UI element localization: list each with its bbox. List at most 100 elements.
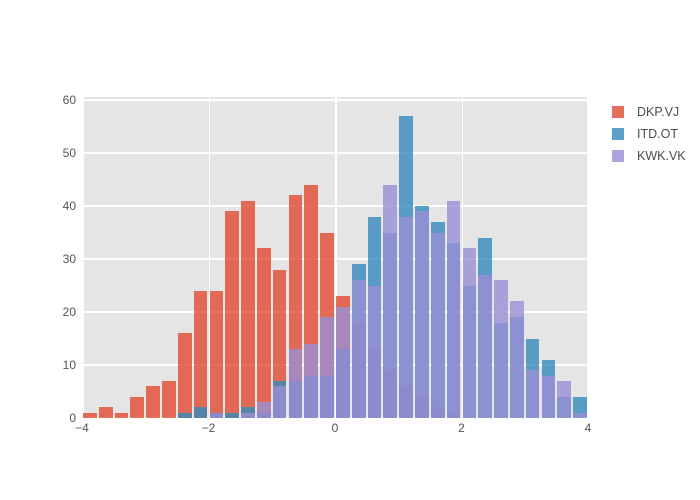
histogram-bin[interactable] — [225, 211, 240, 418]
histogram-bin[interactable] — [146, 386, 160, 418]
histogram-bin[interactable] — [336, 296, 350, 418]
x-gridline-4 — [586, 97, 588, 418]
histogram-bin[interactable] — [525, 338, 540, 418]
y-tick-label: 60 — [62, 93, 76, 107]
legend-item-DKP.VJ[interactable]: DKP.VJ — [612, 105, 686, 119]
bar-KWK.VK[interactable] — [209, 412, 224, 418]
x-tick-label: −4 — [75, 421, 89, 435]
bar-DKP.VJ[interactable] — [209, 290, 224, 418]
histogram-bin[interactable] — [209, 290, 224, 418]
bar-KWK.VK[interactable] — [525, 370, 540, 418]
histogram-bin[interactable] — [415, 206, 429, 418]
x-gridline-2 — [461, 97, 463, 418]
histogram-bin[interactable] — [162, 380, 176, 418]
bar-DKP.VJ[interactable] — [98, 407, 113, 418]
y-tick-label: 30 — [62, 252, 76, 266]
bar-KWK.VK[interactable] — [557, 380, 572, 418]
bar-DKP.VJ[interactable] — [272, 269, 287, 418]
legend-label: ITD.OT — [637, 127, 678, 141]
bar-KWK.VK[interactable] — [399, 216, 413, 418]
bar-DKP.VJ[interactable] — [177, 333, 192, 418]
legend-label: KWK.VK — [637, 149, 686, 163]
bar-KWK.VK[interactable] — [272, 386, 287, 418]
histogram-bin[interactable] — [351, 264, 366, 418]
histogram-bin[interactable] — [478, 237, 493, 418]
bar-KWK.VK[interactable] — [320, 317, 334, 418]
legend-item-KWK.VK[interactable]: KWK.VK — [612, 149, 686, 163]
bar-DKP.VJ[interactable] — [83, 412, 97, 418]
bar-DKP.VJ[interactable] — [193, 290, 208, 418]
legend-swatch-icon — [612, 106, 624, 118]
legend-item-ITD.OT[interactable]: ITD.OT — [612, 127, 686, 141]
bar-KWK.VK[interactable] — [415, 211, 429, 418]
histogram-bin[interactable] — [304, 184, 319, 418]
x-tick-label: 4 — [584, 421, 592, 435]
histogram-bin[interactable] — [98, 407, 113, 418]
bar-KWK.VK[interactable] — [509, 301, 524, 418]
x-tick-label: 2 — [458, 421, 465, 435]
histogram-bin[interactable] — [288, 195, 303, 418]
histogram-bin[interactable] — [383, 184, 398, 418]
bar-KWK.VK[interactable] — [478, 274, 493, 418]
histogram-bin[interactable] — [241, 200, 255, 418]
histogram-bin[interactable] — [399, 115, 413, 418]
bar-DKP.VJ[interactable] — [130, 396, 145, 418]
histogram-bin[interactable] — [114, 412, 129, 418]
bar-DKP.VJ[interactable] — [162, 380, 176, 418]
legend: DKP.VJ ITD.OT KWK.VK — [612, 105, 686, 172]
bar-KWK.VK[interactable] — [541, 375, 556, 418]
bar-KWK.VK[interactable] — [336, 306, 350, 418]
histogram-bin[interactable] — [430, 221, 445, 418]
bar-KWK.VK[interactable] — [304, 343, 319, 418]
bar-KWK.VK[interactable] — [351, 280, 366, 418]
bar-KWK.VK[interactable] — [367, 285, 382, 418]
legend-swatch-icon — [612, 128, 624, 140]
x-gridline-0 — [335, 97, 337, 418]
histogram-bin[interactable] — [541, 359, 556, 418]
bar-KWK.VK[interactable] — [446, 200, 461, 418]
x-gridline--4 — [82, 97, 84, 418]
y-tick-label: 50 — [62, 146, 76, 160]
bar-ITD.OT[interactable] — [225, 412, 240, 418]
bar-DKP.VJ[interactable] — [114, 412, 129, 418]
x-tick-label: −2 — [201, 421, 216, 435]
bar-KWK.VK[interactable] — [288, 349, 303, 418]
histogram-bin[interactable] — [320, 232, 334, 418]
histogram-bin[interactable] — [272, 269, 287, 418]
histogram-bin[interactable] — [83, 412, 97, 418]
bar-DKP.VJ[interactable] — [256, 248, 271, 418]
bar-DKP.VJ[interactable] — [146, 386, 160, 418]
y-tick-label: 10 — [62, 358, 76, 372]
histogram-bin[interactable] — [367, 216, 382, 418]
histogram-bin[interactable] — [557, 380, 572, 418]
bar-ITD.OT[interactable] — [177, 412, 192, 418]
bar-DKP.VJ[interactable] — [225, 211, 240, 418]
bar-KWK.VK[interactable] — [256, 402, 271, 418]
x-tick-label: 0 — [331, 421, 339, 435]
y-tick-label: 0 — [69, 411, 76, 425]
histogram-bin[interactable] — [494, 280, 508, 418]
bar-KWK.VK[interactable] — [494, 280, 508, 418]
histogram-bin[interactable] — [573, 396, 587, 418]
histogram-bin[interactable] — [193, 290, 208, 418]
histogram-bin[interactable] — [130, 396, 145, 418]
y-tick-label: 40 — [62, 199, 76, 213]
y-tick-label: 20 — [62, 305, 76, 319]
histogram-bin[interactable] — [256, 248, 271, 418]
histogram-bin[interactable] — [462, 248, 477, 418]
histogram-bin[interactable] — [446, 200, 461, 418]
plot-area[interactable] — [82, 97, 588, 419]
bar-ITD.OT[interactable] — [193, 407, 208, 418]
bar-DKP.VJ[interactable] — [241, 200, 255, 418]
bar-KWK.VK[interactable] — [573, 412, 587, 418]
histogram-bin[interactable] — [177, 333, 192, 418]
bar-KWK.VK[interactable] — [462, 248, 477, 418]
bar-KWK.VK[interactable] — [241, 412, 255, 418]
legend-label: DKP.VJ — [637, 105, 680, 119]
x-gridline--2 — [208, 97, 210, 418]
histogram-bin[interactable] — [509, 301, 524, 418]
bar-KWK.VK[interactable] — [430, 232, 445, 418]
legend-swatch-icon — [612, 150, 624, 162]
bar-KWK.VK[interactable] — [383, 184, 398, 418]
